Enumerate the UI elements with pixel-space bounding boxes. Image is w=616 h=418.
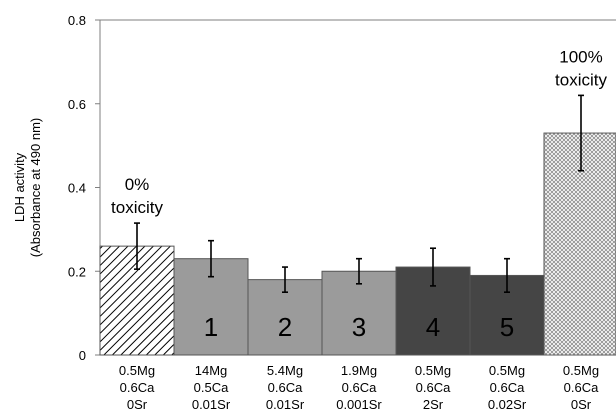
x-tick-label-2-1: 0.6Ca: [268, 380, 303, 395]
bar-number-label-5: 5: [500, 312, 514, 342]
x-tick-label-0-1: 0.6Ca: [120, 380, 155, 395]
x-tick-label-1-0: 14Mg: [195, 363, 228, 378]
annotation-0-line-1: toxicity: [111, 198, 163, 217]
x-tick-label-4-1: 0.6Ca: [416, 380, 451, 395]
x-tick-label-0-2: 0Sr: [127, 397, 148, 412]
bar-number-label-4: 4: [426, 312, 440, 342]
y-tick-label: 0.8: [68, 13, 86, 28]
annotation-1-line-1: toxicity: [555, 70, 607, 89]
y-tick-label: 0: [79, 348, 86, 363]
y-tick-label: 0.2: [68, 264, 86, 279]
error-bar-3: [356, 257, 362, 285]
x-tick-label-1-1: 0.5Ca: [194, 380, 229, 395]
error-bar-4: [430, 247, 436, 287]
annotation-0-line-0: 0%: [125, 175, 150, 194]
annotation-1-line-0: 100%: [559, 47, 602, 66]
error-bar-6: [578, 94, 584, 172]
bar-6: [543, 132, 616, 356]
y-axis-label: LDH activity (Absorbance at 490 nm): [12, 118, 43, 257]
bars: 1 2 3 4 5: [99, 94, 616, 356]
x-tick-label-6-1: 0.6Ca: [564, 380, 599, 395]
annotations: 0% toxicity 100% toxicity: [111, 47, 607, 217]
error-bar-1: [208, 239, 214, 278]
x-tick-labels: 0.5Mg 0.6Ca 0Sr 14Mg 0.5Ca 0.01Sr 5.4Mg 0.6Ca 0.…: [119, 363, 599, 412]
error-bar-0: [134, 222, 140, 270]
x-tick-label-3-1: 0.6Ca: [342, 380, 377, 395]
bar-number-label-3: 3: [352, 312, 366, 342]
y-tick-label: 0.4: [68, 181, 86, 196]
x-tick-label-3-2: 0.001Sr: [336, 397, 382, 412]
x-tick-label-5-0: 0.5Mg: [489, 363, 525, 378]
x-tick-label-6-2: 0Sr: [571, 397, 592, 412]
error-bar-5: [504, 257, 510, 293]
y-axis-label-line-0: LDH activity: [12, 152, 27, 222]
bar-number-label-1: 1: [204, 312, 218, 342]
x-tick-label-3-0: 1.9Mg: [341, 363, 377, 378]
x-tick-label-2-2: 0.01Sr: [266, 397, 305, 412]
x-tick-label-2-0: 5.4Mg: [267, 363, 303, 378]
x-tick-label-0-0: 0.5Mg: [119, 363, 155, 378]
y-axis-label-line-1: (Absorbance at 490 nm): [28, 118, 43, 257]
error-bar-2: [282, 266, 288, 293]
x-tick-label-4-0: 0.5Mg: [415, 363, 451, 378]
x-tick-label-4-2: 2Sr: [423, 397, 444, 412]
x-tick-label-5-1: 0.6Ca: [490, 380, 525, 395]
y-tick-label: 0.6: [68, 97, 86, 112]
x-tick-label-5-2: 0.02Sr: [488, 397, 527, 412]
bar-number-label-2: 2: [278, 312, 292, 342]
x-tick-label-6-0: 0.5Mg: [563, 363, 599, 378]
x-tick-label-1-2: 0.01Sr: [192, 397, 231, 412]
